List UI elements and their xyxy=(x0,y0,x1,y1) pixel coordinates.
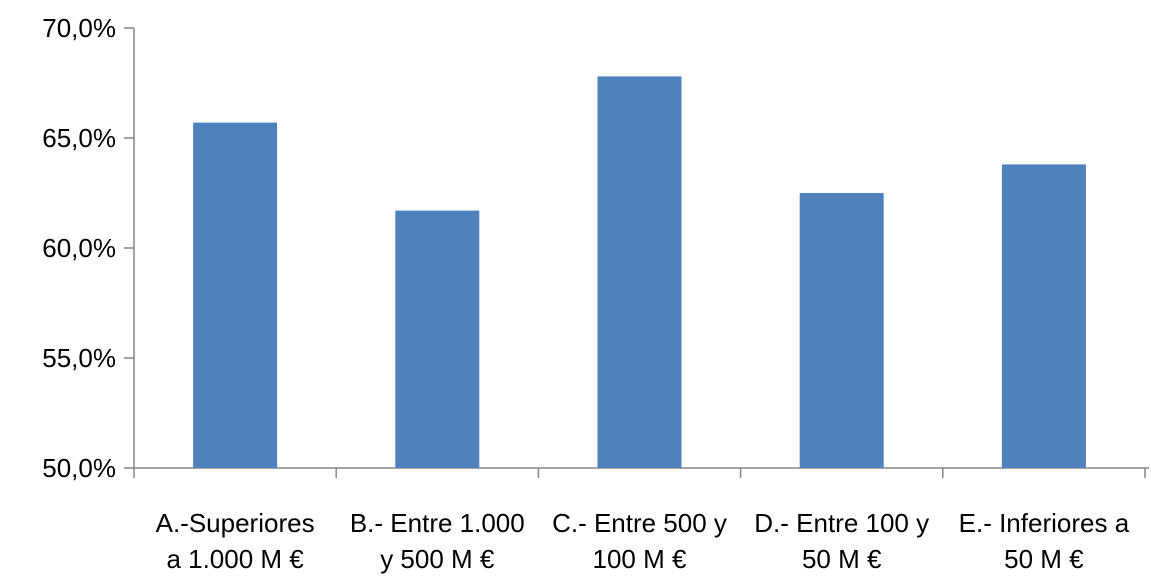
y-tick-label: 60,0% xyxy=(42,233,116,263)
y-tick-label: 50,0% xyxy=(42,453,116,483)
bar xyxy=(395,210,480,468)
x-category-label: E.- Inferiores a xyxy=(959,508,1130,538)
y-tick-label: 65,0% xyxy=(42,123,116,153)
x-category-label: C.- Entre 500 y xyxy=(552,508,727,538)
bar xyxy=(597,76,682,469)
y-tick-label: 70,0% xyxy=(42,13,116,43)
x-axis xyxy=(133,467,1149,478)
y-tick-label: 55,0% xyxy=(42,343,116,373)
bar xyxy=(1001,164,1086,468)
x-category-label: y 500 M € xyxy=(380,544,495,574)
x-category-label: D.- Entre 100 y xyxy=(754,508,929,538)
x-category-label: a 1.000 M € xyxy=(166,544,304,574)
x-category-label: 100 M € xyxy=(593,544,687,574)
bar xyxy=(799,193,884,468)
x-category-label: B.- Entre 1.000 xyxy=(350,508,525,538)
bar xyxy=(193,122,278,468)
x-category-label: 50 M € xyxy=(1004,544,1084,574)
category-labels: A.-Superiores a 1.000 M € B.- Entre 1.000 y… xyxy=(156,508,1130,574)
y-axis: 50,0% 55,0% 60,0% 65,0% 70,0% xyxy=(42,13,135,483)
x-category-label: A.-Superiores xyxy=(156,508,315,538)
x-category-label: 50 M € xyxy=(802,544,882,574)
bars xyxy=(193,76,1086,469)
